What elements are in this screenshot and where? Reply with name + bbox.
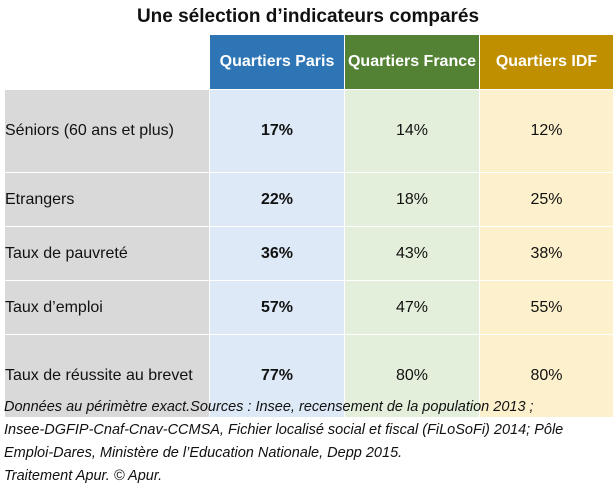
column-header-quartiers-idf: Quartiers IDF xyxy=(479,34,614,90)
cell-taux-emploi-paris: 57% xyxy=(209,280,345,335)
source-note-line: Données au périmètre exact.Sources : Ins… xyxy=(4,399,534,415)
row-label-taux-pauvrete: Taux de pauvreté xyxy=(4,226,210,281)
column-header-quartiers-france: Quartiers France xyxy=(344,34,480,90)
table-row-taux-pauvrete: Taux de pauvreté 36% 43% 38% xyxy=(4,226,614,281)
source-note-line: Emploi-Dares, Ministère de l’Education N… xyxy=(4,445,403,461)
cell-taux-pauvrete-france: 43% xyxy=(344,226,480,281)
cell-etrangers-idf: 25% xyxy=(479,172,614,227)
cell-etrangers-france: 18% xyxy=(344,172,480,227)
source-notes: Données au périmètre exact.Sources : Ins… xyxy=(4,396,612,488)
table-row-seniors: Séniors (60 ans et plus) 17% 14% 12% xyxy=(4,89,614,173)
cell-etrangers-paris: 22% xyxy=(209,172,345,227)
row-label-seniors: Séniors (60 ans et plus) xyxy=(4,89,210,173)
cell-taux-emploi-idf: 55% xyxy=(479,280,614,335)
header-corner-cell xyxy=(4,34,210,90)
row-label-taux-emploi: Taux d’emploi xyxy=(4,280,210,335)
header-row: Quartiers Paris Quartiers France Quartie… xyxy=(4,34,614,90)
comparison-table: Quartiers Paris Quartiers France Quartie… xyxy=(4,34,614,418)
cell-seniors-idf: 12% xyxy=(479,89,614,173)
table-row-reussite-brevet: Taux de réussite au brevet 77% 80% 80% xyxy=(4,334,614,418)
cell-reussite-brevet-france: 80% xyxy=(344,334,480,418)
column-header-quartiers-paris: Quartiers Paris xyxy=(209,34,345,90)
cell-reussite-brevet-idf: 80% xyxy=(479,334,614,418)
source-note-line: Traitement Apur. © Apur. xyxy=(4,468,163,484)
source-note-line: Insee-DGFIP-Cnaf-Cnav-CCMSA, Fichier loc… xyxy=(4,422,564,438)
table-row-etrangers: Etrangers 22% 18% 25% xyxy=(4,172,614,227)
cell-seniors-paris: 17% xyxy=(209,89,345,173)
table-row-taux-emploi: Taux d’emploi 57% 47% 55% xyxy=(4,280,614,335)
row-label-etrangers: Etrangers xyxy=(4,172,210,227)
cell-taux-pauvrete-paris: 36% xyxy=(209,226,345,281)
table-title: Une sélection d’indicateurs comparés xyxy=(136,6,480,27)
row-label-reussite-brevet: Taux de réussite au brevet xyxy=(4,334,210,418)
cell-taux-pauvrete-idf: 38% xyxy=(479,226,614,281)
cell-seniors-france: 14% xyxy=(344,89,480,173)
cell-taux-emploi-france: 47% xyxy=(344,280,480,335)
